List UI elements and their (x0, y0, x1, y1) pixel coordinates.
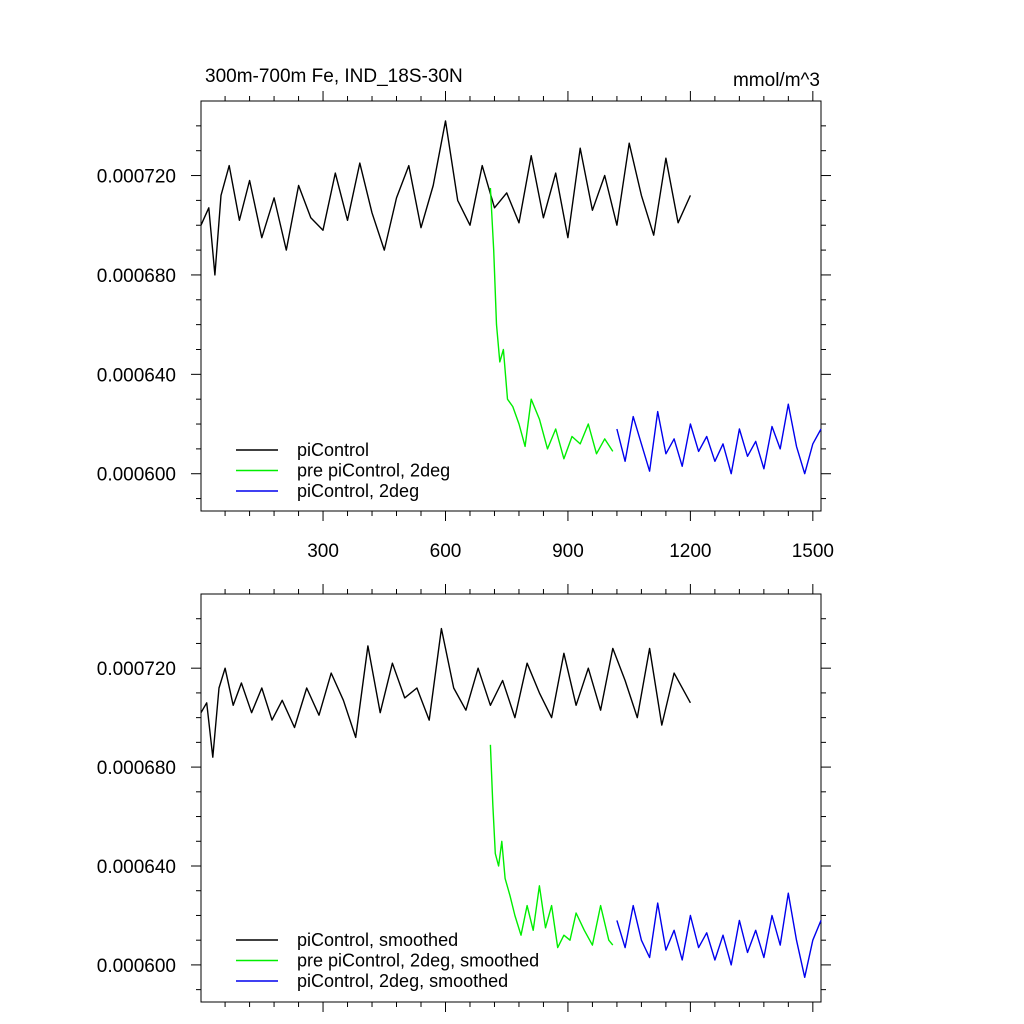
x-tick-label: 1500 (792, 541, 834, 562)
legend-label: piControl, 2deg (297, 481, 419, 501)
y-tick-label: 0.000680 (97, 758, 176, 779)
x-tick-label: 1200 (669, 541, 711, 562)
top-chart-title-right: mmol/m^3 (733, 70, 820, 91)
y-tick-label: 0.000720 (97, 659, 176, 680)
y-tick-label: 0.000600 (97, 956, 176, 977)
series-line-1 (200, 120, 692, 276)
legend-label: piControl (297, 440, 369, 460)
y-tick-label: 0.000680 (97, 266, 176, 287)
series-line-3 (616, 892, 822, 978)
legend-label: pre piControl, 2deg, smoothed (297, 951, 539, 971)
y-tick-label: 0.000640 (97, 857, 176, 878)
legend-label: pre piControl, 2deg (297, 461, 450, 481)
top-chart: 300 600 900 1200 1500 0.000600 0.000640 0.00068… (97, 91, 834, 562)
x-tick-label: 600 (430, 541, 462, 562)
series-line-2 (489, 744, 614, 949)
series-line-3 (616, 403, 822, 475)
legend-label: piControl, smoothed (297, 930, 458, 950)
y-tick-label: 0.000720 (97, 167, 176, 188)
plot-frame (200, 100, 822, 512)
x-tick-label: 300 (307, 541, 339, 562)
x-tick-label: 900 (552, 541, 584, 562)
series-line-1 (200, 627, 692, 758)
y-tick-label: 0.000600 (97, 465, 176, 486)
top-chart-title-left: 300m-700m Fe, IND_18S-30N (205, 66, 463, 87)
plot-frame (200, 593, 822, 1003)
legend-label: piControl, 2deg, smoothed (297, 971, 508, 991)
bottom-chart: 0.000600 0.000640 0.000680 0.000720 piContro… (97, 584, 831, 1012)
series-line-2 (489, 187, 614, 460)
y-tick-label: 0.000640 (97, 365, 176, 386)
